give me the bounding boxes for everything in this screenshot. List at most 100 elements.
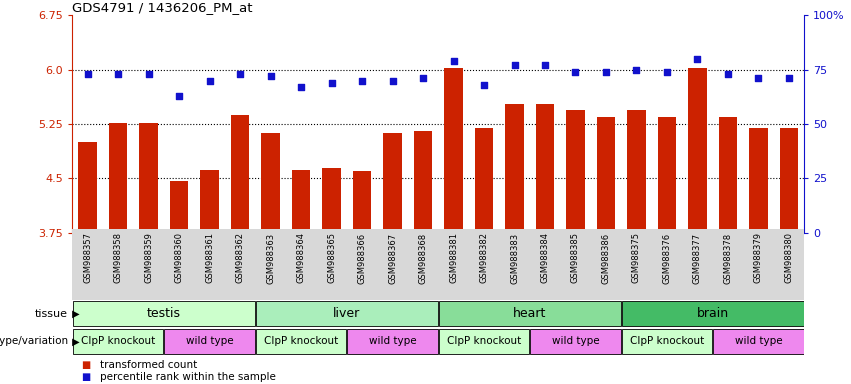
FancyBboxPatch shape: [439, 329, 529, 354]
Text: GDS4791 / 1436206_PM_at: GDS4791 / 1436206_PM_at: [72, 1, 253, 14]
Text: GSM988358: GSM988358: [113, 232, 123, 283]
Bar: [353, 171, 371, 233]
Text: ■: ■: [81, 360, 90, 370]
Text: ClpP knockout: ClpP knockout: [81, 336, 155, 346]
Bar: [597, 117, 615, 233]
Bar: [261, 134, 280, 233]
Point: [81, 71, 94, 77]
Text: GSM988368: GSM988368: [419, 232, 427, 283]
Bar: [323, 167, 340, 233]
Text: wild type: wild type: [368, 336, 416, 346]
Point: [203, 78, 216, 84]
Text: liver: liver: [333, 307, 361, 320]
FancyBboxPatch shape: [164, 329, 254, 354]
Bar: [201, 170, 219, 233]
Text: GSM988363: GSM988363: [266, 232, 275, 283]
Text: GSM988385: GSM988385: [571, 232, 580, 283]
Text: testis: testis: [147, 307, 180, 320]
FancyBboxPatch shape: [256, 301, 437, 326]
Bar: [292, 170, 310, 233]
Point: [630, 67, 643, 73]
Point: [660, 69, 674, 75]
Point: [751, 75, 765, 81]
Text: GSM988384: GSM988384: [540, 232, 550, 283]
Text: GSM988383: GSM988383: [510, 232, 519, 283]
Text: GSM988359: GSM988359: [144, 232, 153, 283]
Bar: [78, 142, 97, 233]
Point: [508, 62, 522, 68]
Point: [599, 69, 613, 75]
Text: ▶: ▶: [69, 336, 79, 346]
Point: [142, 71, 156, 77]
Text: GSM988364: GSM988364: [296, 232, 306, 283]
FancyBboxPatch shape: [622, 301, 803, 326]
Text: ▶: ▶: [69, 309, 79, 319]
FancyBboxPatch shape: [347, 329, 437, 354]
Text: GSM988381: GSM988381: [449, 232, 458, 283]
Text: wild type: wild type: [734, 336, 782, 346]
Text: GSM988365: GSM988365: [327, 232, 336, 283]
Point: [294, 84, 308, 90]
Text: GSM988377: GSM988377: [693, 232, 702, 283]
Text: GSM988386: GSM988386: [602, 232, 610, 283]
Bar: [140, 122, 157, 233]
Text: GSM988376: GSM988376: [662, 232, 671, 283]
Point: [172, 93, 186, 99]
Text: percentile rank within the sample: percentile rank within the sample: [100, 372, 276, 382]
Text: GSM988379: GSM988379: [754, 232, 763, 283]
Bar: [719, 117, 737, 233]
Point: [447, 58, 460, 64]
Bar: [627, 109, 646, 233]
Point: [264, 73, 277, 79]
Text: GSM988367: GSM988367: [388, 232, 397, 283]
Point: [111, 71, 125, 77]
Bar: [109, 122, 128, 233]
Text: GSM988360: GSM988360: [174, 232, 184, 283]
Text: GSM988366: GSM988366: [357, 232, 367, 283]
Point: [416, 75, 430, 81]
Text: ■: ■: [81, 372, 90, 382]
Text: brain: brain: [697, 307, 728, 320]
Text: wild type: wild type: [186, 336, 233, 346]
Point: [477, 82, 491, 88]
Point: [538, 62, 551, 68]
Text: ClpP knockout: ClpP knockout: [264, 336, 338, 346]
Bar: [170, 180, 188, 233]
Bar: [658, 117, 676, 233]
FancyBboxPatch shape: [256, 329, 346, 354]
Text: tissue: tissue: [35, 309, 68, 319]
Bar: [475, 127, 493, 233]
Point: [568, 69, 582, 75]
Text: transformed count: transformed count: [100, 360, 197, 370]
Bar: [566, 109, 585, 233]
Point: [386, 78, 399, 84]
Bar: [780, 127, 798, 233]
FancyBboxPatch shape: [439, 301, 620, 326]
Text: GSM988357: GSM988357: [83, 232, 92, 283]
Text: wild type: wild type: [551, 336, 599, 346]
Point: [691, 56, 705, 62]
FancyBboxPatch shape: [530, 329, 620, 354]
Text: GSM988362: GSM988362: [236, 232, 244, 283]
Text: ClpP knockout: ClpP knockout: [447, 336, 521, 346]
Text: GSM988378: GSM988378: [723, 232, 733, 283]
Text: heart: heart: [513, 307, 546, 320]
Bar: [688, 68, 706, 233]
Bar: [444, 68, 463, 233]
FancyBboxPatch shape: [713, 329, 803, 354]
Text: GSM988375: GSM988375: [632, 232, 641, 283]
Text: genotype/variation: genotype/variation: [0, 336, 68, 346]
Bar: [536, 104, 554, 233]
Text: GSM988382: GSM988382: [479, 232, 488, 283]
FancyBboxPatch shape: [73, 329, 163, 354]
Bar: [414, 131, 432, 233]
Point: [782, 75, 796, 81]
FancyBboxPatch shape: [72, 229, 804, 300]
Bar: [749, 127, 768, 233]
FancyBboxPatch shape: [73, 301, 254, 326]
Bar: [231, 114, 249, 233]
Bar: [505, 104, 523, 233]
Point: [355, 78, 368, 84]
Point: [721, 71, 734, 77]
Text: GSM988380: GSM988380: [785, 232, 793, 283]
